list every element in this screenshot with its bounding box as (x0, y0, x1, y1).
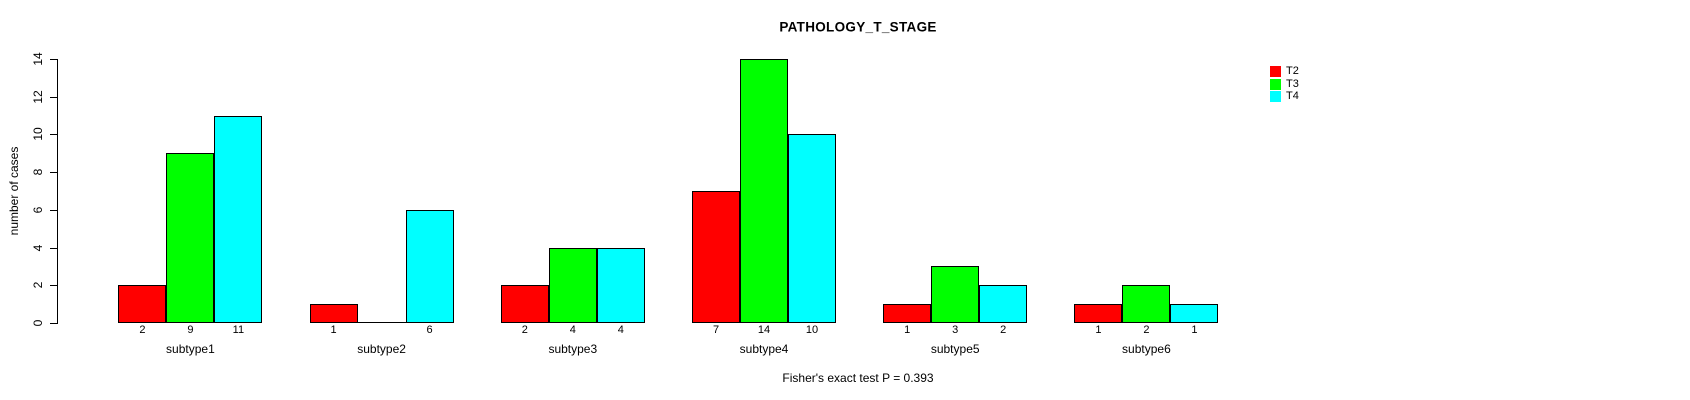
x-category-label-subtype5: subtype5 (930, 342, 980, 356)
bar-subtype1-T4 (214, 115, 263, 323)
chart-title: PATHOLOGY_T_STAGE (779, 19, 937, 35)
legend-entry-T3: T3 (1270, 77, 1299, 90)
bar-value-label: 1 (1191, 324, 1198, 336)
bar-subtype3-T2 (500, 285, 549, 323)
y-tick-mark (50, 59, 57, 60)
y-tick-mark (50, 247, 57, 249)
bar-subtype2-T2 (309, 304, 358, 323)
bar-value-label: 1 (904, 324, 911, 336)
x-category-label-subtype6: subtype6 (1122, 342, 1171, 356)
y-tick-label: 14 (31, 52, 45, 66)
bar-subtype2-T4 (405, 209, 454, 323)
bar-subtype4-T4 (788, 134, 836, 323)
bar-subtype4-T2 (692, 191, 740, 323)
legend-swatch-T2 (1270, 66, 1281, 77)
y-tick-mark (50, 96, 57, 98)
y-tick-label: 0 (31, 319, 45, 327)
legend-label: T2 (1286, 65, 1299, 77)
y-tick-label: 12 (31, 90, 45, 104)
bar-value-label: 7 (712, 324, 720, 336)
y-tick-mark (50, 285, 57, 287)
y-tick-label: 10 (31, 127, 45, 142)
x-category-label-subtype2: subtype2 (357, 342, 406, 356)
x-category-label-subtype1: subtype1 (166, 342, 215, 356)
bar-subtype1-T3 (166, 153, 215, 323)
bar-subtype6-T3 (1122, 285, 1171, 323)
bar-value-label: 4 (569, 324, 576, 336)
bar-value-label: 2 (139, 324, 146, 336)
legend-entry-T4: T4 (1270, 90, 1299, 103)
bar-value-label: 1 (1095, 324, 1102, 336)
bar-subtype6-T4 (1170, 304, 1219, 323)
y-tick-label: 4 (31, 244, 45, 251)
legend-entry-T2: T2 (1270, 66, 1299, 77)
bar-subtype4-T3 (740, 59, 788, 323)
bar-subtype1-T2 (118, 285, 167, 323)
bar-value-label: 10 (805, 324, 819, 336)
legend-swatch-T4 (1270, 91, 1281, 103)
legend-label: T3 (1286, 77, 1299, 90)
y-tick-mark (50, 172, 57, 174)
y-tick-label: 2 (31, 281, 45, 289)
bar-subtype6-T2 (1074, 304, 1123, 323)
y-tick-label: 8 (31, 168, 45, 176)
bar-value-label: 2 (521, 324, 528, 336)
stat-annotation: Fisher's exact test P = 0.393 (782, 371, 934, 385)
bar-value-label: 2 (1000, 324, 1007, 336)
bar-subtype3-T4 (596, 247, 645, 323)
x-category-label-subtype4: subtype4 (739, 342, 789, 356)
y-tick-mark (50, 209, 57, 211)
y-tick-mark (50, 134, 57, 136)
bar-value-label: 14 (757, 324, 771, 336)
bar-value-label: 4 (617, 324, 624, 336)
y-tick-mark (50, 323, 57, 324)
bar-subtype2-T3 (357, 322, 406, 323)
bar-subtype3-T3 (548, 247, 597, 323)
bar-value-label: 3 (952, 324, 959, 336)
bar-subtype5-T4 (979, 285, 1028, 323)
bar-value-label: 1 (330, 324, 337, 336)
bar-value-label: 6 (426, 324, 433, 336)
legend-label: T4 (1286, 90, 1299, 103)
bar-value-label: 9 (187, 324, 194, 336)
x-category-label-subtype3: subtype3 (548, 342, 598, 356)
bar-subtype5-T3 (931, 266, 980, 323)
y-axis-label: number of cases (7, 146, 21, 236)
legend-swatch-T3 (1270, 78, 1281, 90)
bar-subtype5-T2 (883, 304, 932, 323)
y-axis-line (57, 59, 58, 324)
bar-value-label: 11 (232, 324, 245, 336)
y-tick-label: 6 (31, 206, 45, 214)
bar-value-label: 2 (1143, 324, 1150, 336)
